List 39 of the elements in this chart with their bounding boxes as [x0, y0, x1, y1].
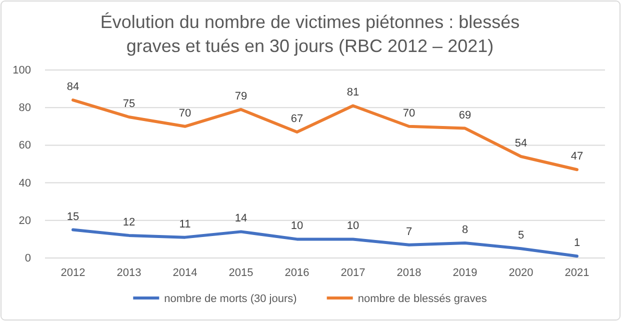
- data-label: 54: [514, 137, 528, 150]
- data-label: 75: [122, 98, 136, 110]
- data-label: 84: [66, 81, 80, 94]
- x-tick-label: 2012: [60, 266, 86, 279]
- y-tick-label: 100: [12, 64, 31, 77]
- x-tick-label: 2014: [172, 266, 198, 279]
- data-label: 69: [458, 109, 472, 122]
- x-tick-label: 2015: [228, 266, 254, 279]
- data-label: 12: [122, 216, 136, 228]
- data-label: 10: [346, 220, 360, 232]
- data-label: 15: [66, 210, 80, 223]
- y-tick-label: 20: [18, 214, 31, 227]
- data-label: 1: [574, 237, 580, 250]
- y-tick-label: 80: [18, 102, 31, 114]
- legend-label: nombre de blessés graves: [358, 293, 488, 305]
- data-label: 10: [290, 220, 304, 232]
- data-label: 79: [234, 90, 248, 102]
- x-tick-label: 2019: [452, 266, 478, 279]
- data-label: 11: [179, 218, 191, 230]
- data-label: 67: [290, 113, 304, 126]
- x-tick-label: 2013: [116, 266, 142, 279]
- data-label: 7: [406, 226, 412, 238]
- data-label: 5: [518, 230, 524, 242]
- x-tick-label: 2017: [340, 266, 366, 279]
- data-label: 70: [178, 107, 192, 120]
- y-tick-label: 60: [18, 140, 31, 152]
- data-label: 8: [462, 224, 468, 236]
- data-label: 70: [402, 107, 416, 120]
- x-tick-label: 2016: [284, 266, 310, 279]
- data-label: 47: [570, 150, 584, 163]
- y-tick-label: 0: [24, 252, 31, 265]
- x-tick-label: 2021: [564, 266, 590, 279]
- data-label: 81: [346, 86, 360, 99]
- x-tick-label: 2018: [396, 266, 422, 279]
- chart-title: Évolution du nombre de victimes piétonnes : blessés graves et tués en 30 jours (RBC 2012 – 2021): [100, 12, 520, 56]
- y-tick-label: 40: [18, 177, 31, 190]
- data-label: 14: [234, 212, 248, 225]
- x-tick-label: 2020: [508, 266, 534, 279]
- legend-label: nombre de morts (30 jours): [164, 293, 297, 305]
